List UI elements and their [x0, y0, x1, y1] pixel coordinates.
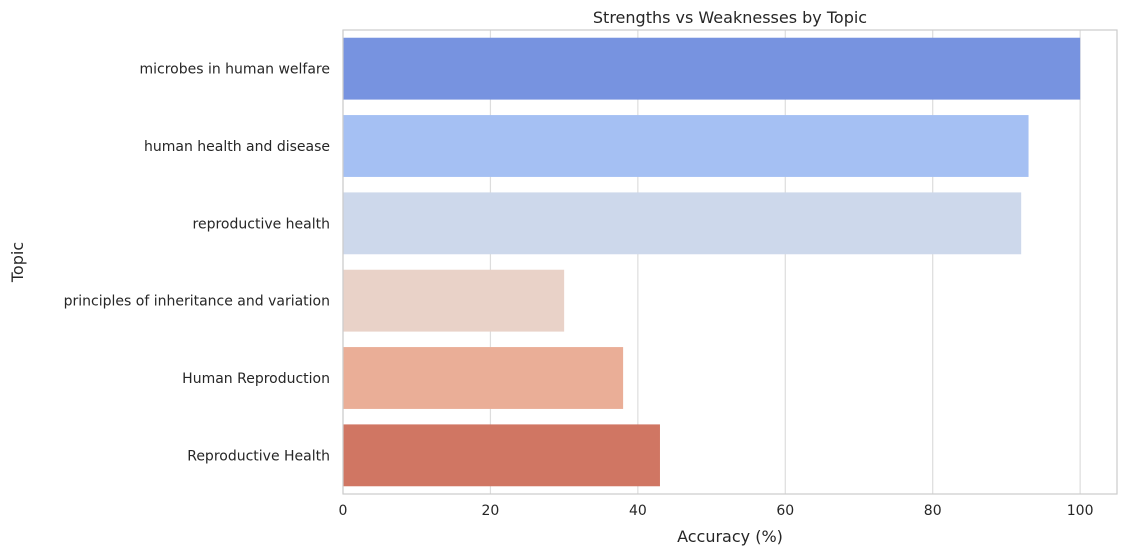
bar [343, 424, 660, 487]
x-tick-label: 80 [924, 503, 942, 519]
bar [343, 192, 1022, 255]
bar [343, 37, 1081, 100]
y-axis-label: Topic [8, 242, 27, 283]
y-category-label: microbes in human welfare [139, 62, 330, 78]
x-tick-label: 0 [339, 503, 348, 519]
x-axis-label: Accuracy (%) [677, 527, 783, 546]
x-tick-label: 100 [1067, 503, 1094, 519]
bar [343, 115, 1029, 177]
y-category-label: human health and disease [144, 139, 330, 155]
y-category-label: Human Reproduction [182, 371, 330, 387]
bar [343, 269, 565, 332]
bars [343, 37, 1081, 487]
y-category-label: reproductive health [193, 216, 330, 232]
chart-title: Strengths vs Weaknesses by Topic [593, 8, 867, 27]
x-tick-labels: 0 20 40 60 80 100 [339, 503, 1094, 519]
y-category-label: principles of inheritance and variation [64, 294, 330, 310]
x-tick-label: 60 [776, 503, 794, 519]
y-category-label: Reproductive Health [187, 448, 330, 464]
x-tick-label: 40 [629, 503, 647, 519]
plot-frame [342, 29, 1118, 495]
x-tick-label: 20 [482, 503, 500, 519]
bar [343, 347, 624, 409]
y-category-labels: microbes in human welfare human health an… [64, 62, 330, 465]
